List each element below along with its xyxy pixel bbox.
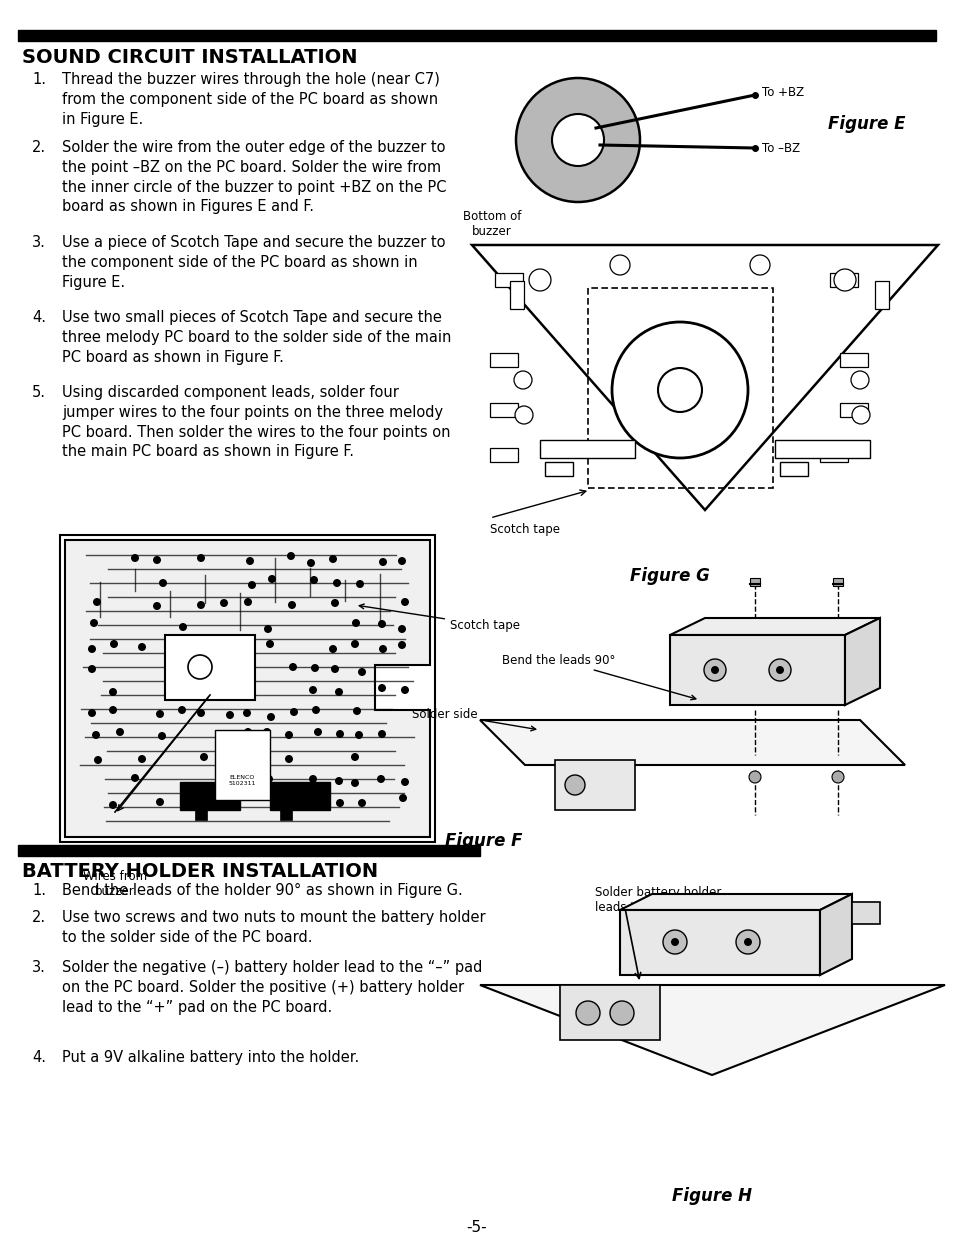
Polygon shape xyxy=(619,894,851,910)
Bar xyxy=(270,782,330,810)
Circle shape xyxy=(88,709,96,718)
Text: To –BZ: To –BZ xyxy=(761,142,800,154)
Circle shape xyxy=(244,727,252,736)
Bar xyxy=(490,403,517,417)
Circle shape xyxy=(710,666,719,674)
Bar xyxy=(749,578,760,585)
Circle shape xyxy=(377,684,386,692)
Circle shape xyxy=(90,619,98,627)
Circle shape xyxy=(178,664,186,673)
Circle shape xyxy=(331,599,338,606)
Circle shape xyxy=(244,598,252,606)
Circle shape xyxy=(268,576,275,583)
Circle shape xyxy=(743,939,751,946)
Bar xyxy=(180,782,240,810)
Circle shape xyxy=(309,685,316,694)
Circle shape xyxy=(131,555,139,562)
Bar xyxy=(820,448,847,462)
Circle shape xyxy=(220,599,228,606)
Circle shape xyxy=(833,269,855,291)
Circle shape xyxy=(307,559,314,567)
Text: Use two screws and two nuts to mount the battery holder
to the solder side of th: Use two screws and two nuts to mount the… xyxy=(62,910,485,945)
Circle shape xyxy=(158,732,166,740)
Circle shape xyxy=(152,601,161,610)
Circle shape xyxy=(188,655,212,679)
Text: 2.: 2. xyxy=(32,140,46,156)
Circle shape xyxy=(329,555,336,563)
Circle shape xyxy=(270,794,277,802)
Circle shape xyxy=(576,1002,599,1025)
Text: BATTERY HOLDER INSTALLATION: BATTERY HOLDER INSTALLATION xyxy=(22,862,377,881)
Circle shape xyxy=(376,776,385,783)
Polygon shape xyxy=(65,540,430,837)
Text: 3.: 3. xyxy=(32,235,46,249)
Text: Bottom of
buzzer: Bottom of buzzer xyxy=(462,210,520,238)
Circle shape xyxy=(612,322,747,458)
Circle shape xyxy=(351,640,358,648)
Circle shape xyxy=(248,756,255,764)
Text: 1.: 1. xyxy=(32,72,46,86)
Circle shape xyxy=(314,727,322,736)
Circle shape xyxy=(514,370,532,389)
Text: Solder the negative (–) battery holder lead to the “–” pad
on the PC board. Sold: Solder the negative (–) battery holder l… xyxy=(62,960,482,1015)
Text: -5-: -5- xyxy=(466,1220,487,1235)
Circle shape xyxy=(264,625,272,634)
Circle shape xyxy=(292,802,299,809)
Polygon shape xyxy=(820,894,851,974)
Polygon shape xyxy=(844,618,879,705)
Bar xyxy=(832,578,842,585)
Circle shape xyxy=(241,774,249,782)
Circle shape xyxy=(248,580,255,589)
Circle shape xyxy=(377,730,386,739)
Circle shape xyxy=(335,730,344,739)
Circle shape xyxy=(397,641,406,650)
Circle shape xyxy=(196,601,205,609)
Text: Solder the wire from the outer edge of the buzzer to
the point –BZ on the PC boa: Solder the wire from the outer edge of t… xyxy=(62,140,446,215)
Bar xyxy=(874,282,888,309)
Circle shape xyxy=(515,406,533,424)
Circle shape xyxy=(312,706,319,714)
Circle shape xyxy=(352,619,359,627)
Polygon shape xyxy=(479,720,904,764)
Circle shape xyxy=(287,552,294,559)
Circle shape xyxy=(138,643,146,651)
Text: 3.: 3. xyxy=(32,960,46,974)
Circle shape xyxy=(243,664,251,673)
Text: ELENCO
5102311: ELENCO 5102311 xyxy=(228,776,255,785)
Text: Solder side: Solder side xyxy=(412,708,536,731)
Text: SOUND CIRCUIT INSTALLATION: SOUND CIRCUIT INSTALLATION xyxy=(22,48,357,67)
Circle shape xyxy=(288,601,295,609)
Circle shape xyxy=(331,664,338,673)
Circle shape xyxy=(309,776,316,783)
Circle shape xyxy=(609,254,629,275)
Circle shape xyxy=(400,685,409,694)
Polygon shape xyxy=(479,986,944,1074)
Circle shape xyxy=(351,753,358,761)
Circle shape xyxy=(177,692,185,699)
Circle shape xyxy=(156,710,164,718)
Circle shape xyxy=(311,664,318,672)
Circle shape xyxy=(851,406,869,424)
Circle shape xyxy=(202,692,210,699)
Circle shape xyxy=(378,645,387,653)
Text: Put a 9V alkaline battery into the holder.: Put a 9V alkaline battery into the holde… xyxy=(62,1050,359,1065)
Bar xyxy=(780,462,807,475)
Bar xyxy=(840,403,867,417)
Polygon shape xyxy=(472,245,937,510)
Circle shape xyxy=(152,556,161,564)
Text: Thread the buzzer wires through the hole (near C7)
from the component side of th: Thread the buzzer wires through the hole… xyxy=(62,72,439,127)
Circle shape xyxy=(196,555,205,562)
Circle shape xyxy=(353,706,360,715)
Circle shape xyxy=(662,930,686,953)
Circle shape xyxy=(335,799,344,806)
Circle shape xyxy=(335,777,343,785)
Circle shape xyxy=(775,666,783,674)
Circle shape xyxy=(377,620,386,629)
Circle shape xyxy=(91,731,100,739)
Circle shape xyxy=(289,663,296,671)
Circle shape xyxy=(110,640,118,648)
Circle shape xyxy=(355,731,363,739)
Circle shape xyxy=(831,771,843,783)
Circle shape xyxy=(310,576,317,584)
Polygon shape xyxy=(619,910,820,974)
